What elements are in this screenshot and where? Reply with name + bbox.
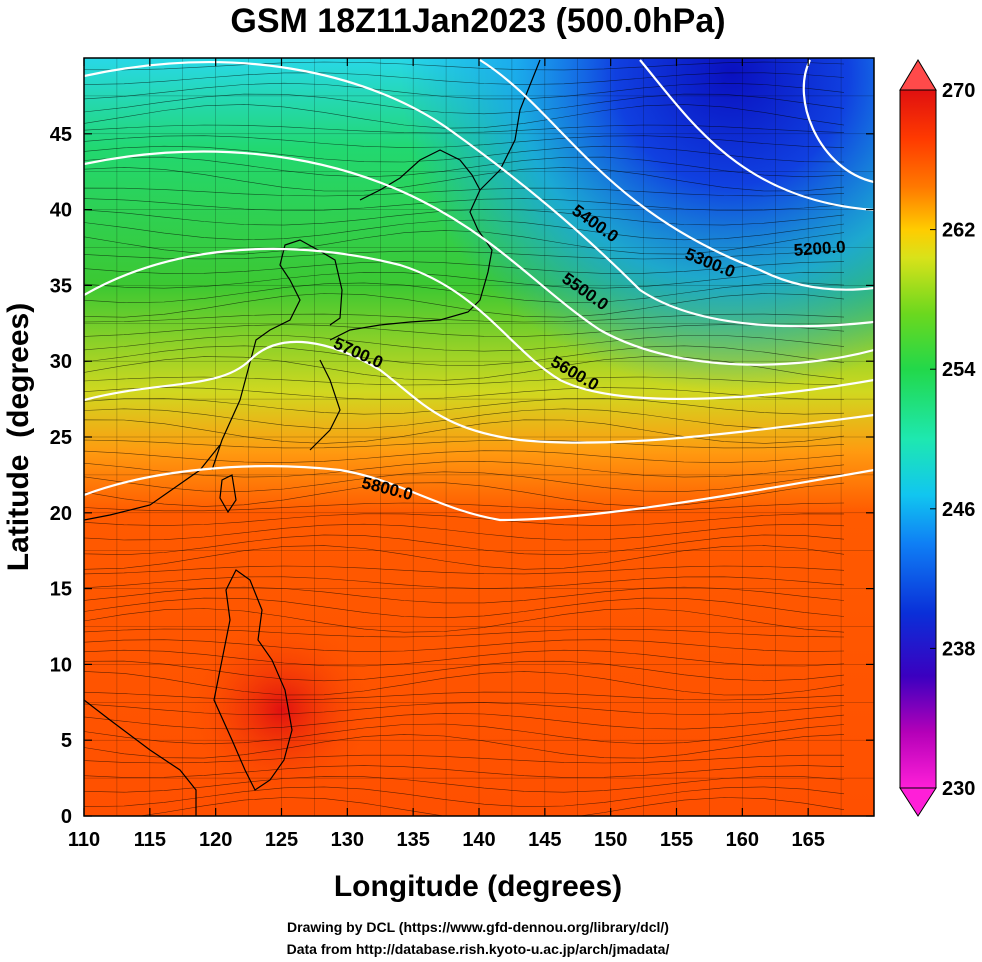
contour-5200 [802,59,874,184]
y-tick-label: 35 [50,275,72,297]
y-tick-label: 40 [50,200,72,222]
chart-title: GSM 18Z11Jan2023 (500.0hPa) [230,2,725,40]
x-tick-label: 145 [528,829,561,851]
x-tick-label: 150 [594,829,627,851]
x-tick-label: 135 [396,829,429,851]
y-tick-label: 15 [50,579,72,601]
contour-5800 [84,465,874,522]
x-tick-label: 130 [331,829,364,851]
x-tick-label: 120 [199,829,232,851]
height-contours [84,59,874,522]
y-tick-label: 5 [61,730,72,752]
contour-5200b [639,59,874,212]
wind-streamlines [84,61,845,816]
y-tick-label: 20 [50,503,72,525]
y-tick-label: 0 [61,806,72,828]
x-axis-ticks: 110 115 120 125 130 135 140 145 150 155 160 165 [68,58,825,851]
contour-5700 [84,340,874,444]
colorbar-lower-arrow [899,787,937,817]
y-axis-ticks: 0 5 10 15 20 25 30 35 40 45 [50,124,874,828]
y-axis-label: Latitude (degrees) [2,303,35,571]
temperature-field: 5200.0 5300.0 5400.0 5500.0 5600.0 5700.… [84,58,874,816]
grid-lines [84,58,874,816]
footer-credit-data: Data from http://database.rish.kyoto-u.a… [287,941,670,957]
x-tick-label: 115 [134,829,166,851]
colorbar-tick-label: 262 [942,220,975,242]
x-tick-label: 160 [726,829,759,851]
x-tick-label: 140 [462,829,495,851]
colorbar-upper-arrow [899,59,937,91]
x-tick-label: 110 [68,829,100,851]
colorbar-tick-label: 254 [942,359,976,381]
colorbar-tick-label: 230 [942,778,975,800]
y-tick-label: 45 [50,124,72,146]
x-axis-label: Longitude (degrees) [334,870,622,903]
colorbar-tick-label: 238 [942,638,975,660]
x-tick-label: 155 [660,829,693,851]
contour-5300 [479,59,874,291]
colorbar: 230 238 246 254 262 270 [899,59,976,817]
colorbar-tick-label: 246 [942,499,975,521]
contour-5600 [84,247,874,401]
contour-5400 [84,61,874,328]
contour-label-5200: 5200.0 [793,237,846,260]
x-tick-label: 165 [791,829,824,851]
coastlines [84,59,541,816]
colorbar-tick-label: 270 [942,80,975,102]
contour-5500 [84,150,874,366]
footer-credit-drawing: Drawing by DCL (https://www.gfd-dennou.o… [287,919,669,935]
y-tick-label: 30 [50,351,72,373]
y-tick-label: 10 [50,654,72,676]
x-tick-label: 125 [265,829,298,851]
y-tick-label: 25 [50,427,72,449]
